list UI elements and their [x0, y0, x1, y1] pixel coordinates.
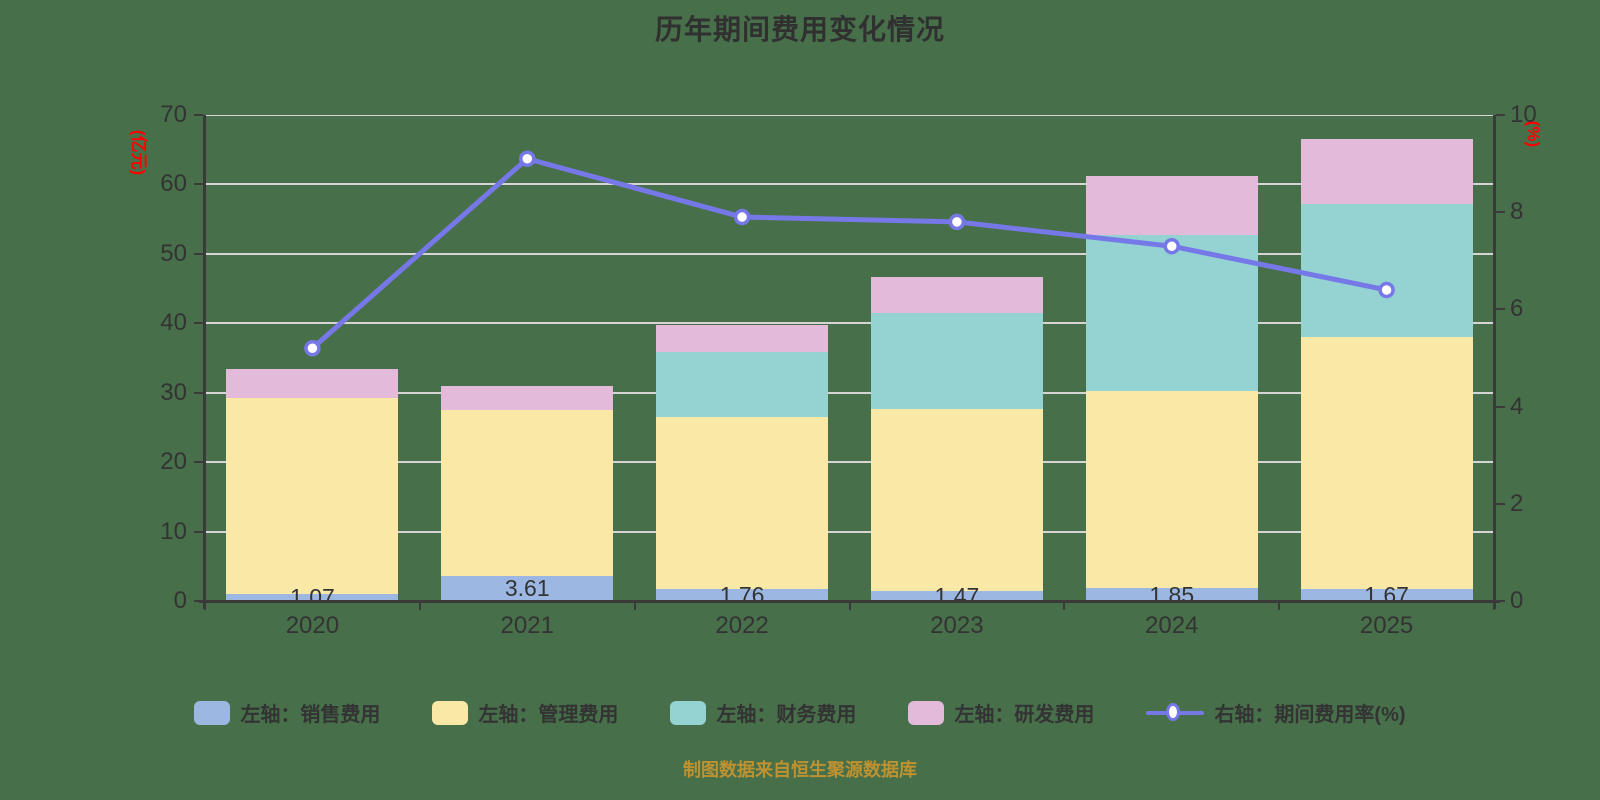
- legend-item-左轴：管理费用[interactable]: 左轴：管理费用: [432, 698, 618, 727]
- bar-value-label: 1.85: [1149, 581, 1195, 601]
- right-axis-tick-label: 6: [1510, 295, 1524, 323]
- bar-segment-左轴：研发费用[interactable]: [1300, 138, 1473, 205]
- x-category-label: 2024: [1145, 612, 1199, 639]
- gridline: [205, 115, 1494, 116]
- left-axis-tick: [194, 461, 203, 464]
- left-axis-tick-label: 60: [160, 170, 187, 198]
- right-axis-tick: [1496, 502, 1505, 505]
- legend-line-marker-icon: [1146, 701, 1205, 725]
- left-axis-tick: [194, 530, 203, 533]
- left-axis-tick-label: 30: [160, 378, 187, 406]
- bar-segment-左轴：销售费用[interactable]: [1085, 588, 1258, 601]
- x-axis-tick: [633, 601, 636, 610]
- bar-segment-左轴：财务费用[interactable]: [656, 352, 829, 418]
- right-axis-tick: [1496, 405, 1505, 408]
- x-category-label: 2022: [715, 612, 769, 639]
- data-source-caption: 制图数据来自恒生聚源数据库: [683, 760, 917, 780]
- x-axis-tick: [1278, 601, 1281, 610]
- bar-segment-左轴：研发费用[interactable]: [1085, 176, 1258, 236]
- right-axis-tick: [1496, 600, 1505, 602]
- right-axis-line: [1493, 115, 1496, 609]
- bar-value-label: 1.07: [290, 584, 335, 601]
- x-axis-tick: [1063, 601, 1066, 610]
- x-category-label: 2025: [1359, 612, 1414, 639]
- right-axis-tick-label: 4: [1510, 392, 1524, 420]
- legend: 左轴：销售费用 左轴：管理费用 左轴：财务费用 左轴：研发费用 右轴：期间费用率(%): [0, 698, 1600, 727]
- bar-segment-左轴：管理费用[interactable]: [226, 397, 399, 594]
- right-axis-tick: [1496, 211, 1505, 214]
- left-axis-tick-label: 10: [160, 517, 187, 545]
- bar-segment-左轴：销售费用[interactable]: [870, 590, 1043, 601]
- legend-item-label: 左轴：研发费用: [954, 704, 1095, 726]
- gridline: [205, 391, 1494, 394]
- bar-segment-左轴：研发费用[interactable]: [226, 369, 399, 398]
- bar-segment-左轴：管理费用[interactable]: [1300, 337, 1473, 590]
- x-axis-tick: [418, 601, 421, 610]
- legend-item-label: 左轴：销售费用: [240, 704, 381, 726]
- left-axis-tick: [194, 252, 203, 255]
- legend-swatch-icon: [432, 700, 469, 725]
- plot-area: 1.07 3.61 1.76 1.47 1.85 1.67: [205, 115, 1494, 601]
- bar-value-label: 1.67: [1364, 582, 1409, 601]
- bar-segment-左轴：销售费用[interactable]: [656, 588, 829, 601]
- x-axis-tick: [1493, 601, 1495, 610]
- bar-segment-左轴：研发费用[interactable]: [656, 324, 829, 352]
- bar-segment-左轴：管理费用[interactable]: [441, 410, 614, 576]
- legend-item-label: 左轴：管理费用: [478, 704, 619, 726]
- gridline: [205, 530, 1494, 533]
- legend-item-label: 右轴：期间费用率(%): [1214, 704, 1406, 726]
- left-axis-line: [203, 115, 206, 609]
- legend-swatch-icon: [670, 700, 707, 725]
- chart-title: 历年期间费用变化情况: [654, 14, 945, 45]
- right-axis-tick-label: 8: [1510, 198, 1524, 226]
- gridline: [205, 461, 1494, 464]
- left-axis-tick: [194, 183, 203, 186]
- legend-item-label: 左轴：财务费用: [716, 704, 857, 726]
- bar-segment-左轴：财务费用[interactable]: [1300, 204, 1473, 338]
- bar-segment-左轴：管理费用[interactable]: [656, 417, 829, 589]
- bar-segment-左轴：研发费用[interactable]: [441, 385, 614, 410]
- bar-segment-左轴：财务费用[interactable]: [870, 313, 1043, 409]
- left-axis-tick-label: 50: [160, 239, 187, 267]
- left-axis-tick: [194, 114, 203, 116]
- x-axis-tick: [848, 601, 851, 610]
- left-axis-tick-label: 70: [160, 101, 187, 128]
- legend-line-circle: [1166, 702, 1181, 721]
- left-axis-tick-label: 40: [160, 309, 187, 337]
- bar-segment-左轴：研发费用[interactable]: [870, 276, 1043, 314]
- bar-segment-左轴：销售费用[interactable]: [1300, 589, 1473, 601]
- right-axis-tick: [1496, 114, 1505, 116]
- x-axis-tick: [204, 601, 206, 610]
- bar-segment-左轴：财务费用[interactable]: [1085, 235, 1258, 391]
- left-axis-tick: [194, 391, 203, 394]
- bar-value-label: 1.47: [934, 582, 980, 601]
- x-category-label: 2020: [285, 612, 340, 639]
- left-axis-tick-label: 0: [173, 587, 187, 614]
- x-category-label: 2023: [930, 612, 984, 639]
- left-axis-tick: [194, 322, 203, 325]
- bar-segment-左轴：管理费用[interactable]: [870, 408, 1043, 591]
- bar-value-label: 1.76: [719, 581, 765, 601]
- legend-item-左轴：研发费用[interactable]: 左轴：研发费用: [908, 698, 1094, 727]
- legend-item-左轴：财务费用[interactable]: 左轴：财务费用: [670, 698, 856, 727]
- bar-segment-左轴：销售费用[interactable]: [226, 593, 399, 601]
- legend-item-右轴：期间费用率(%)[interactable]: 右轴：期间费用率(%): [1146, 698, 1406, 727]
- right-axis-tick-label: 2: [1510, 489, 1524, 517]
- bar-segment-左轴：销售费用[interactable]: [441, 575, 614, 601]
- legend-swatch-icon: [908, 700, 945, 725]
- legend-swatch-icon: [194, 700, 231, 725]
- left-axis-tick-label: 20: [160, 448, 187, 476]
- bar-value-label: 3.61: [504, 575, 550, 601]
- right-axis-tick-label: 0: [1510, 587, 1524, 614]
- legend-item-左轴：销售费用[interactable]: 左轴：销售费用: [194, 698, 380, 727]
- right-axis-tick: [1496, 308, 1505, 311]
- right-axis-tick-label: 10: [1510, 101, 1537, 128]
- x-category-label: 2021: [500, 612, 554, 639]
- bar-segment-左轴：管理费用[interactable]: [1085, 390, 1258, 589]
- left-axis-tick: [194, 600, 203, 602]
